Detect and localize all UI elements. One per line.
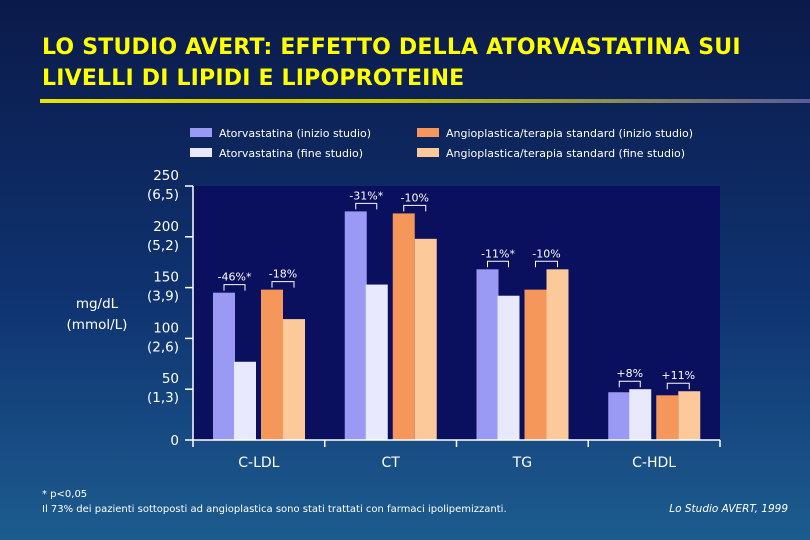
annotation-bracket-2 <box>271 281 295 288</box>
legend-label-1: Atorvastatina (inizio studio) <box>219 127 371 140</box>
annotation-bracket-5 <box>487 260 509 268</box>
x-category-label-tg: TG <box>512 455 532 471</box>
bar-tg-series-1 <box>476 269 499 440</box>
bar-tg-series-4 <box>546 269 569 440</box>
legend-swatch-1 <box>190 128 212 137</box>
title-divider <box>40 99 810 103</box>
y-tick-sublabel-4: (5,2) <box>147 238 179 254</box>
y-axis: 0 50 (1,3) 100 (2,6) 150 (3,9) 200 (5,2) 250 (6,5) <box>147 168 194 449</box>
y-tick-sublabel-3: (3,9) <box>147 289 179 305</box>
y-tick-label-0: 0 <box>170 433 179 449</box>
legend-swatch-4 <box>417 148 439 157</box>
y-tick-label-5: 250 <box>153 168 179 184</box>
y-tick-label-1: 50 <box>162 371 179 387</box>
bar-c-hdl-series-2 <box>629 389 652 440</box>
x-axis: C-LDL CT TG C-HDL <box>192 439 721 471</box>
annotation-label-2: -18% <box>269 268 297 281</box>
annotation-label-6: -10% <box>532 247 560 260</box>
y-tick-sublabel-2: (2,6) <box>147 339 179 355</box>
bar-ct-series-3 <box>392 213 415 440</box>
y-tick-label-4: 200 <box>153 219 179 235</box>
annotation-bracket-4 <box>403 204 427 212</box>
bar-c-hdl-series-1 <box>608 392 631 440</box>
annotation-bracket-8 <box>666 382 690 390</box>
bar-tg-series-3 <box>524 289 547 440</box>
annotation-bracket-1 <box>223 284 246 291</box>
y-tick-label-2: 100 <box>153 320 179 336</box>
bar-c-hdl-series-4 <box>678 391 701 440</box>
annotation-bracket-3 <box>355 202 378 210</box>
source-citation: Lo Studio AVERT, 1999 <box>669 503 788 515</box>
bar-ct-series-1 <box>344 211 367 440</box>
chart-legend: Atorvastatina (inizio studio) Atorvastati… <box>190 127 693 160</box>
bar-ct-series-2 <box>365 284 388 440</box>
legend-label-4: Angioplastica/terapia standard (fine stu… <box>446 147 685 160</box>
slide-title: LO STUDIO AVERT: EFFETTO DELLA ATORVASTA… <box>42 35 741 91</box>
legend-swatch-2 <box>190 148 212 157</box>
bar-ct-series-4 <box>414 238 437 440</box>
x-category-label-c-hdl: C-HDL <box>632 455 676 471</box>
y-tick-sublabel-5: (6,5) <box>147 187 179 203</box>
y-tick-label-3: 150 <box>153 270 179 286</box>
annotation-label-5: -11%* <box>481 247 515 260</box>
y-tick-sublabel-1: (1,3) <box>147 390 179 406</box>
annotation-label-8: +11% <box>661 369 695 382</box>
bar-c-ldl-series-4 <box>283 319 305 440</box>
annotation-label-1: -46%* <box>218 271 252 284</box>
footnote-note: Il 73% dei pazienti sottoposti ad angiop… <box>42 504 507 515</box>
legend-swatch-3 <box>417 128 439 137</box>
bar-c-ldl-series-2 <box>234 361 256 440</box>
bars-group <box>213 211 701 440</box>
bar-c-ldl-series-3 <box>261 289 283 440</box>
x-category-label-ct: CT <box>381 455 400 471</box>
annotation-label-4: -10% <box>401 191 429 204</box>
annotation-bracket-6 <box>535 260 558 268</box>
annotation-bracket-7 <box>618 380 641 388</box>
legend-label-2: Atorvastatina (fine studio) <box>219 147 363 160</box>
annotations-group: -46%* -18% -31%* -10% -11%* -10% +8% +11% <box>218 189 695 390</box>
bar-c-hdl-series-3 <box>656 395 679 440</box>
bar-c-ldl-series-1 <box>213 292 235 440</box>
bar-tg-series-2 <box>497 295 520 440</box>
x-category-label-c-ldl: C-LDL <box>238 455 279 471</box>
y-axis-label-unit: mg/dL <box>76 296 119 312</box>
annotation-label-3: -31%* <box>349 189 383 202</box>
annotation-label-7: +8% <box>616 367 643 380</box>
footnote-significance: * p<0,05 <box>42 489 88 500</box>
y-axis-label-unit-alt: (mmol/L) <box>67 317 128 333</box>
legend-label-3: Angioplastica/terapia standard (inizio s… <box>446 127 693 140</box>
